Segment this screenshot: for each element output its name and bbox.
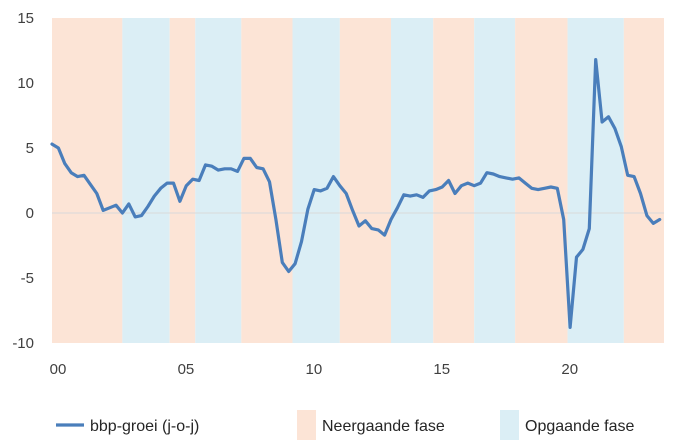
- legend-label-downturn: Neergaande fase: [322, 418, 445, 435]
- downturn-band-4: [241, 18, 293, 343]
- series-line-0: [50, 58, 662, 329]
- upturn-band-7: [391, 18, 434, 343]
- y-tick-label: -10: [12, 335, 34, 352]
- phase-bands: [52, 18, 664, 343]
- x-axis: 00 05 10 15 20: [50, 361, 578, 378]
- y-axis: 15 10 5 0 -5 -10: [12, 10, 34, 352]
- y-tick-label: 0: [26, 205, 34, 222]
- y-tick-label: 10: [17, 75, 34, 92]
- y-tick-label: 15: [17, 10, 34, 27]
- x-tick-label: 00: [50, 361, 67, 378]
- upturn-band-9: [474, 18, 516, 343]
- y-tick-label: -5: [21, 270, 34, 287]
- y-tick-label: 5: [26, 140, 34, 157]
- downturn-band-12: [623, 18, 664, 343]
- downturn-band-6: [339, 18, 392, 343]
- series-group: [50, 58, 662, 329]
- legend: bbp-groei (j-o-j) Neergaande fase Opgaande…: [56, 410, 635, 440]
- legend-downturn-swatch: [297, 410, 316, 440]
- legend-upturn-swatch: [500, 410, 519, 440]
- legend-label-series: bbp-groei (j-o-j): [90, 418, 199, 435]
- upturn-band-3: [195, 18, 242, 343]
- upturn-band-1: [122, 18, 170, 343]
- x-tick-label: 15: [433, 361, 450, 378]
- downturn-band-8: [433, 18, 475, 343]
- legend-label-upturn: Opgaande fase: [525, 418, 635, 435]
- x-tick-label: 10: [306, 361, 323, 378]
- x-tick-label: 20: [561, 361, 578, 378]
- x-tick-label: 05: [178, 361, 195, 378]
